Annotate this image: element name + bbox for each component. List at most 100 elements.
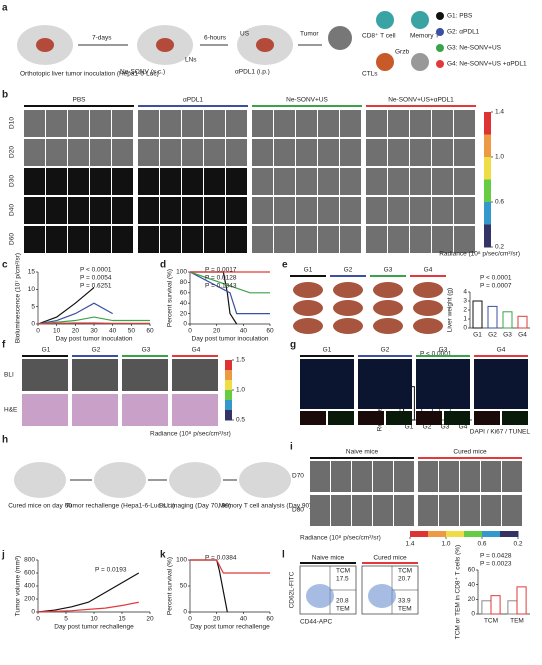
panel-label: c <box>2 260 8 271</box>
image-placeholder <box>502 495 522 526</box>
step-text: BLI imaging (Day 70, 80) <box>159 503 231 510</box>
colorbar-segment <box>225 410 232 421</box>
x-tick-label: G2 <box>488 332 497 339</box>
column-header: Cured mice <box>453 449 487 456</box>
image-placeholder <box>418 461 438 492</box>
image-placeholder <box>90 226 111 253</box>
image-placeholder <box>388 168 409 195</box>
image-placeholder <box>122 359 168 391</box>
image-placeholder <box>300 359 354 409</box>
image-placeholder <box>300 411 326 425</box>
image-placeholder <box>138 139 159 166</box>
liver-image <box>373 318 403 334</box>
image-placeholder <box>394 495 414 526</box>
series-line <box>190 559 270 574</box>
colorbar-segment <box>464 531 483 537</box>
series-line <box>189 271 270 315</box>
legend-text: G3: Ne-SONV+US <box>447 45 502 52</box>
x-tick-label: 30 <box>90 328 98 335</box>
group-label: G1 <box>42 347 51 354</box>
group-label: G4 <box>192 347 201 354</box>
column-header: Naive mice <box>312 555 345 562</box>
image-placeholder <box>410 168 431 195</box>
colorbar-tick-label: 1.0 <box>495 154 504 161</box>
row-label: D10 <box>9 117 16 129</box>
x-tick-label: 60 <box>266 328 274 335</box>
series-line <box>37 302 113 325</box>
image-placeholder <box>432 226 453 253</box>
image-placeholder <box>318 139 339 166</box>
group-label: G2 <box>381 347 390 354</box>
x-tick-label: G1 <box>405 424 414 431</box>
image-placeholder <box>46 110 67 137</box>
image-placeholder <box>274 226 295 253</box>
panel-label: e <box>282 260 288 271</box>
step-text: CD8⁺ T cell <box>362 33 396 40</box>
image-placeholder <box>160 110 181 137</box>
row-label: D60 <box>9 233 16 245</box>
x-tick-label: G2 <box>423 424 432 431</box>
colorbar-segment <box>428 531 447 537</box>
image-placeholder <box>410 110 431 137</box>
gate-label: TCM <box>398 568 412 575</box>
image-placeholder <box>432 139 453 166</box>
image-placeholder <box>366 168 387 195</box>
image-placeholder <box>22 359 68 391</box>
image-placeholder <box>439 461 459 492</box>
x-tick-label: TCM <box>484 618 498 625</box>
y-tick-label: 0 <box>471 611 475 618</box>
y-axis-label: Percent survival (%) <box>167 557 174 615</box>
image-placeholder <box>410 139 431 166</box>
legend-text: G4: Ne-SONV+US +αPDL1 <box>447 61 527 68</box>
p-value: P = 0.0428 <box>480 553 512 560</box>
image-placeholder <box>340 226 361 253</box>
y-axis-label: Liver weight (g) <box>447 288 454 332</box>
image-placeholder <box>388 139 409 166</box>
row-label: D30 <box>9 175 16 187</box>
image-placeholder <box>68 139 89 166</box>
panel-a-art <box>17 11 429 71</box>
image-placeholder <box>252 139 273 166</box>
colorbar-tick-label: 0.6 <box>477 541 486 548</box>
colorbar-segment <box>446 531 465 537</box>
step-text: CTLs <box>362 71 378 78</box>
image-placeholder <box>46 168 67 195</box>
series-line <box>37 316 150 325</box>
row-label: D40 <box>9 204 16 216</box>
step-text: US <box>240 31 250 38</box>
colorbar-tick-label: 1.4 <box>405 541 414 548</box>
colorbar-tick-label: 0.5 <box>236 417 245 424</box>
y-tick-label: 400 <box>24 583 35 590</box>
group-label: G3 <box>384 267 393 274</box>
image-placeholder <box>112 139 133 166</box>
image-placeholder <box>204 110 225 137</box>
column-header: Cured mice <box>373 555 407 562</box>
panel-label: k <box>160 550 166 561</box>
series-line <box>189 271 270 294</box>
p-value: P < 0.0001 <box>80 267 112 274</box>
x-tick-label: 0 <box>36 616 40 623</box>
colorbar-segment <box>225 400 232 411</box>
y-tick-label: 800 <box>24 557 35 564</box>
image-placeholder <box>90 110 111 137</box>
panel-label: d <box>160 260 166 271</box>
liver-image <box>333 282 363 298</box>
row-label: H&E <box>4 407 18 414</box>
image-placeholder <box>502 411 528 425</box>
group-label: G3 <box>439 347 448 354</box>
x-axis-label: Day post tumor inoculation <box>192 336 269 343</box>
image-placeholder <box>72 394 118 426</box>
image-placeholder <box>373 461 393 492</box>
image-placeholder <box>416 359 470 409</box>
image-placeholder <box>68 226 89 253</box>
y-tick-label: 0 <box>31 321 35 328</box>
image-placeholder <box>24 168 45 195</box>
x-tick-label: 40 <box>240 328 248 335</box>
y-tick-label: 0 <box>183 609 187 616</box>
image-placeholder <box>310 495 330 526</box>
image-placeholder <box>46 197 67 224</box>
image-placeholder <box>160 139 181 166</box>
step-text: Ne-SONV (s.c.) <box>120 69 165 76</box>
x-tick-label: 60 <box>266 616 274 623</box>
